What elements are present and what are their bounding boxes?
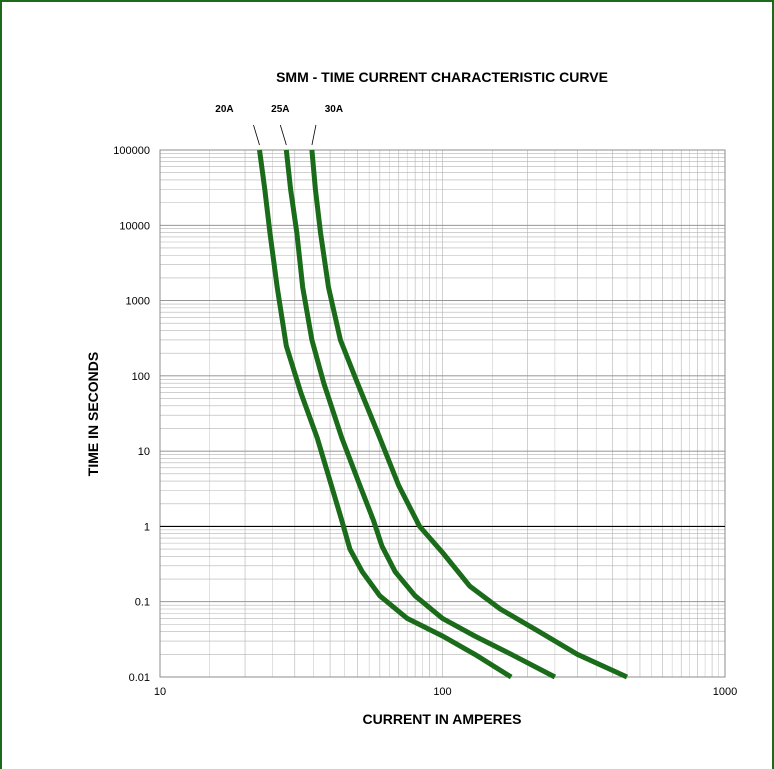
series-label-30a: 30A — [325, 104, 343, 115]
series-label-leader — [311, 124, 317, 146]
x-tick-label: 10 — [154, 686, 166, 698]
chart-title: SMM - TIME CURRENT CHARACTERISTIC CURVE — [276, 69, 608, 85]
y-tick-label: 1 — [144, 521, 150, 533]
x-tick-label: 100 — [433, 686, 451, 698]
x-tick-label: 1000 — [713, 686, 737, 698]
grid-lines — [159, 149, 726, 678]
series-label-leader — [279, 124, 287, 146]
curve-25a — [283, 149, 557, 680]
y-tick-label: 100000 — [113, 145, 150, 157]
y-axis-title: TIME IN SECONDS — [85, 352, 101, 476]
y-tick-label: 1000 — [126, 296, 150, 308]
y-tick-label: 0.01 — [129, 672, 150, 684]
curves — [257, 149, 629, 680]
series-label-20a: 20A — [215, 104, 233, 115]
series-label-25a: 25A — [271, 104, 289, 115]
y-tick-label: 100 — [132, 371, 150, 383]
series-label-leader — [253, 124, 260, 146]
y-tick-label: 0.1 — [135, 597, 150, 609]
curve-20a — [257, 149, 513, 680]
tick-labels: 0.01 0.1 1 10 100 1000 10000 100000 10 100 1000 — [113, 145, 737, 698]
y-tick-label: 10000 — [119, 220, 150, 232]
y-tick-label: 10 — [138, 446, 150, 458]
plot-area-border — [159, 149, 726, 678]
x-axis-title: CURRENT IN AMPERES — [363, 711, 522, 727]
curve-30a — [309, 149, 629, 680]
series-labels: 20A 25A 30A — [215, 104, 343, 146]
